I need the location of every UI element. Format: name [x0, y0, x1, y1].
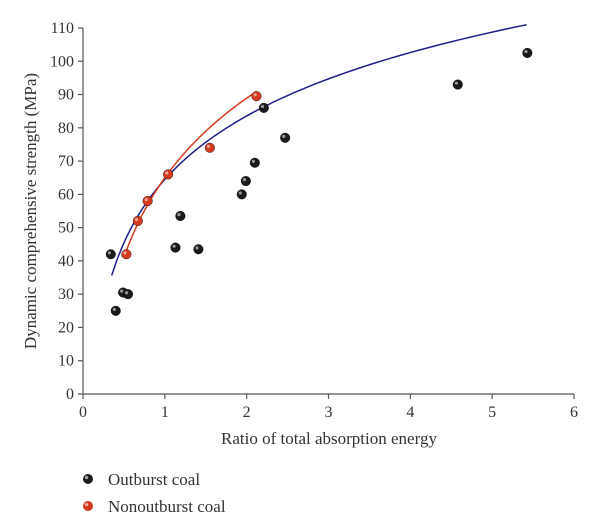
- point-nonoutburst-5: [251, 91, 262, 102]
- point-highlight-outburst-8: [242, 178, 247, 182]
- point-highlight-outburst-1: [112, 307, 116, 312]
- y-ticks: 0 10 20 30 40 50 60 70 80 90 100 110: [50, 20, 83, 403]
- fit-curve-outburst: [110, 24, 527, 276]
- legend-item-nonoutburst: Nonoutburst coal: [83, 497, 226, 516]
- point-outburst-12: [452, 79, 463, 90]
- legend-marker-nonoutburst: [83, 501, 93, 511]
- point-highlight-outburst-0: [107, 251, 112, 255]
- point-highlight-nonoutburst-5: [253, 93, 257, 97]
- y-tick-label-7: 70: [58, 153, 74, 170]
- legend-label-nonoutburst: Nonoutburst coal: [108, 497, 226, 516]
- y-tick-label-0: 0: [66, 386, 74, 403]
- legend-item-outburst: Outburst coal: [83, 470, 200, 489]
- x-ticks: 0 1 2 3 4 5 6: [79, 394, 578, 421]
- legend-marker-outburst-highlight: [84, 475, 89, 480]
- point-outburst-0: [105, 249, 116, 260]
- point-outburst-4: [170, 242, 181, 253]
- point-highlight-nonoutburst-4: [206, 144, 211, 148]
- fit-curve-nonoutburst: [125, 90, 257, 251]
- point-highlight-outburst-12: [454, 81, 458, 85]
- point-highlight-nonoutburst-1: [134, 217, 139, 222]
- y-tick-label-8: 80: [58, 120, 74, 137]
- point-highlight-outburst-6: [195, 246, 199, 250]
- y-tick-label-6: 60: [58, 186, 74, 203]
- x-tick-label-1: 1: [161, 404, 169, 421]
- point-nonoutburst-1: [132, 215, 143, 226]
- point-highlight-outburst-9: [251, 159, 256, 163]
- y-tick-label-3: 30: [58, 286, 74, 303]
- point-nonoutburst-3: [163, 169, 174, 180]
- point-outburst-6: [193, 244, 204, 255]
- y-tick-label-1: 10: [58, 353, 74, 370]
- point-highlight-outburst-3: [125, 291, 129, 295]
- x-tick-label-4: 4: [406, 404, 414, 421]
- point-highlight-nonoutburst-2: [144, 198, 148, 202]
- point-highlight-outburst-13: [524, 49, 528, 54]
- legend-marker-outburst: [83, 474, 93, 484]
- y-tick-label-11: 110: [51, 20, 74, 37]
- point-highlight-outburst-4: [172, 244, 176, 248]
- point-nonoutburst-4: [204, 142, 215, 153]
- point-outburst-8: [240, 176, 251, 187]
- point-nonoutburst-2: [142, 196, 153, 207]
- point-highlight-outburst-11: [282, 134, 286, 138]
- data-points: [105, 47, 533, 316]
- x-tick-label-2: 2: [243, 404, 251, 421]
- point-outburst-13: [522, 47, 533, 58]
- point-highlight-outburst-5: [177, 212, 181, 217]
- point-outburst-10: [258, 102, 269, 113]
- x-tick-label-0: 0: [79, 404, 87, 421]
- point-nonoutburst-0: [121, 249, 132, 260]
- x-tick-label-6: 6: [570, 404, 578, 421]
- y-tick-label-9: 90: [58, 87, 74, 104]
- point-highlight-nonoutburst-0: [123, 251, 127, 255]
- axes: [82, 28, 574, 395]
- legend-marker-nonoutburst-highlight: [84, 502, 89, 507]
- point-highlight-outburst-7: [238, 191, 242, 195]
- point-highlight-outburst-10: [260, 104, 265, 109]
- x-tick-label-5: 5: [488, 404, 496, 421]
- point-outburst-9: [249, 157, 260, 168]
- point-outburst-7: [236, 189, 247, 200]
- x-axis-title: Ratio of total absorption energy: [221, 429, 437, 448]
- point-outburst-1: [110, 305, 121, 316]
- point-outburst-11: [280, 132, 291, 143]
- y-tick-label-5: 50: [58, 220, 74, 237]
- y-axis-title: Dynamic comprehensive strength (MPa): [21, 73, 40, 349]
- fit-curves: [110, 24, 527, 276]
- y-tick-label-2: 20: [58, 319, 74, 336]
- legend: Outburst coal Nonoutburst coal: [83, 470, 226, 516]
- point-outburst-5: [175, 210, 186, 221]
- legend-label-outburst: Outburst coal: [108, 470, 200, 489]
- x-tick-label-3: 3: [325, 404, 333, 421]
- point-highlight-nonoutburst-3: [165, 171, 169, 175]
- point-outburst-3: [123, 289, 134, 300]
- y-tick-label-4: 40: [58, 253, 74, 270]
- point-highlight-outburst-2: [120, 289, 124, 293]
- y-tick-label-10: 100: [50, 53, 74, 70]
